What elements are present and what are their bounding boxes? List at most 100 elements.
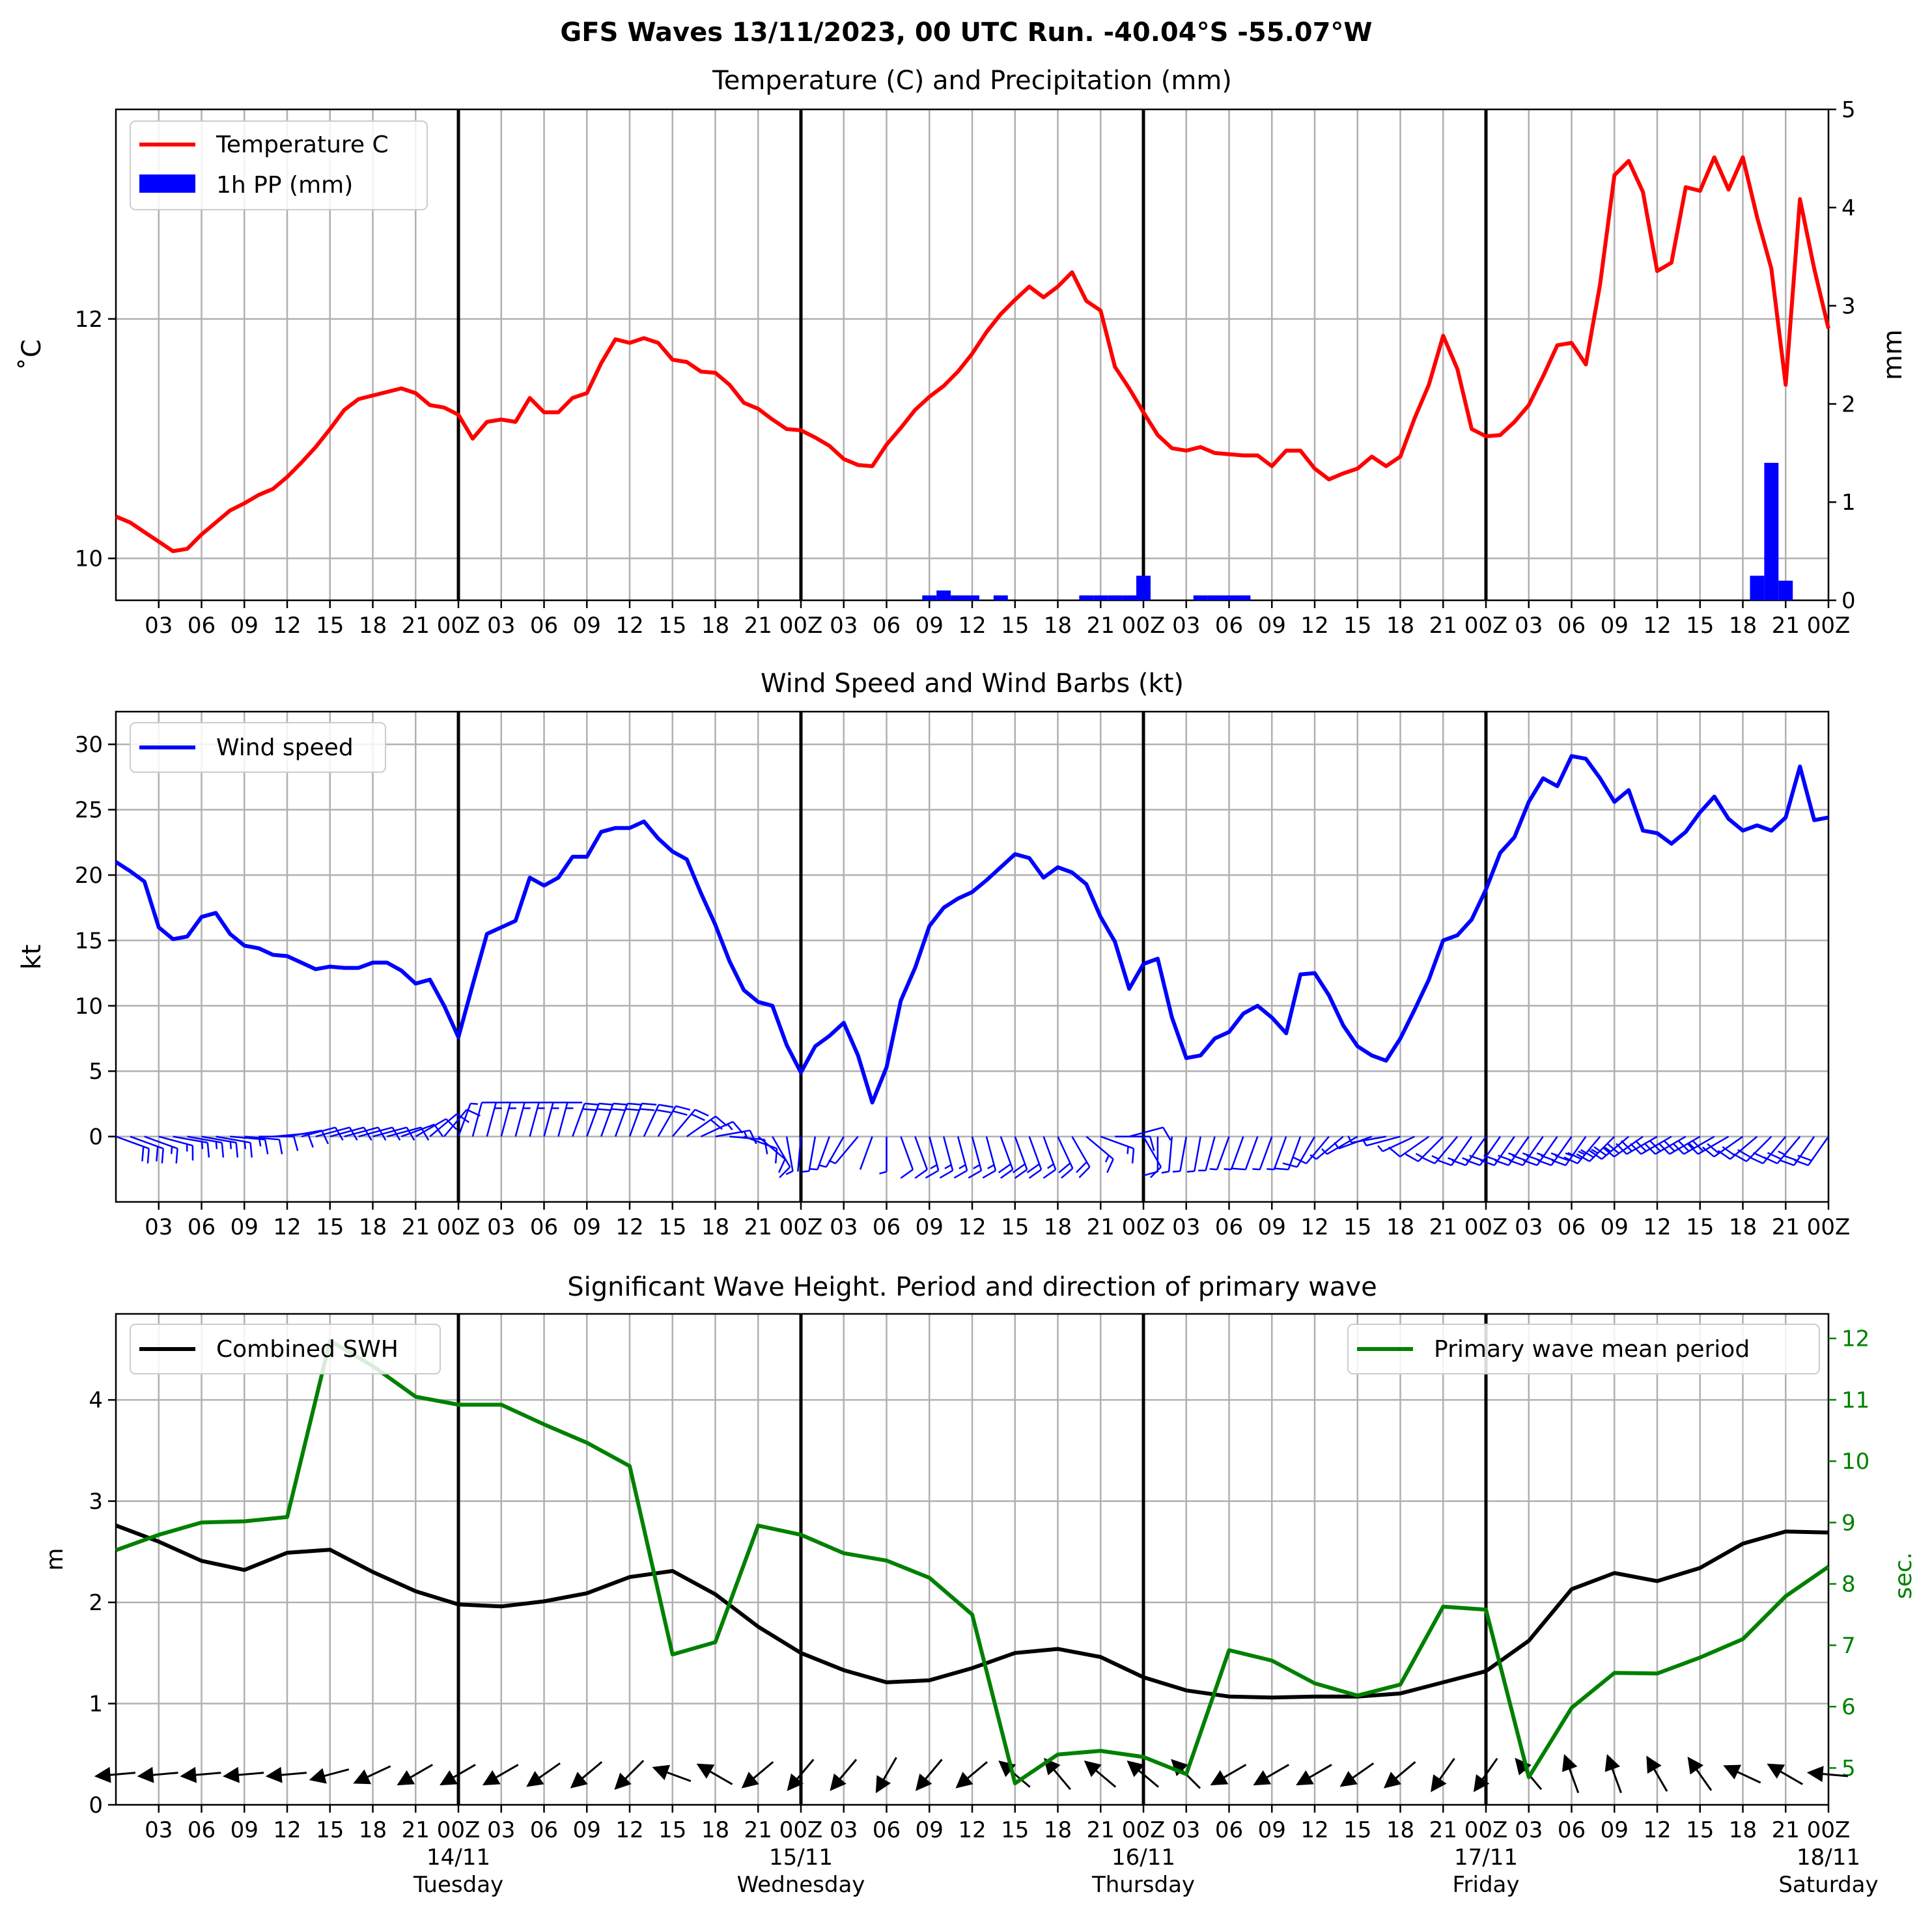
wave-ytick-right-label: 6 bbox=[1841, 1694, 1856, 1720]
wind-xtick-label: 21 bbox=[1087, 1214, 1115, 1240]
wind-barb bbox=[1630, 1135, 1672, 1155]
temp-xtick-label: 15 bbox=[316, 613, 344, 639]
wave-direction-arrow bbox=[1687, 1757, 1713, 1791]
temp-legend-box bbox=[130, 120, 428, 210]
temp-xtick-label: 12 bbox=[958, 613, 986, 639]
wave-chart-title: Significant Wave Height. Period and dire… bbox=[567, 1272, 1377, 1302]
swh-legend: Combined SWH bbox=[130, 1324, 441, 1374]
day-label-weekday: Friday bbox=[1452, 1872, 1519, 1898]
precip-bar bbox=[1778, 580, 1793, 600]
wind-barb bbox=[115, 1135, 150, 1163]
wave-direction-arrow bbox=[1561, 1754, 1580, 1794]
temp-xtick-label: 00Z bbox=[437, 613, 481, 639]
wind-barb bbox=[1388, 1135, 1430, 1158]
wave-xtick-label: 00Z bbox=[1464, 1817, 1508, 1843]
wind-legend-label: Wind speed bbox=[216, 734, 354, 761]
wind-xtick-label: 03 bbox=[487, 1214, 515, 1240]
wind-barb bbox=[1292, 1135, 1330, 1165]
wave-ytick-right-label: 9 bbox=[1841, 1510, 1856, 1536]
wave-xtick-label: 06 bbox=[1215, 1817, 1243, 1843]
wind-barb bbox=[1252, 1136, 1273, 1171]
temp-xtick-label: 00Z bbox=[779, 613, 823, 639]
wind-barb bbox=[1494, 1135, 1530, 1166]
wave-direction-arrow bbox=[696, 1763, 733, 1785]
wind-xtick-label: 15 bbox=[316, 1214, 344, 1240]
wind-xtick-label: 21 bbox=[402, 1214, 430, 1240]
wave-direction-arrow bbox=[1296, 1764, 1332, 1786]
temperature-line bbox=[115, 155, 1830, 553]
day-label-weekday: Wednesday bbox=[737, 1872, 865, 1898]
precip-bar bbox=[1764, 462, 1779, 600]
period-ylabel: sec. bbox=[1890, 1552, 1917, 1599]
wave-direction-arrow bbox=[526, 1762, 561, 1787]
temp-chart-title: Temperature (C) and Precipitation (mm) bbox=[712, 66, 1232, 96]
wave-xtick-label: 21 bbox=[1772, 1817, 1800, 1843]
wave-direction-arrow bbox=[614, 1760, 645, 1790]
wind-barb bbox=[514, 1102, 540, 1137]
temp-xtick-label: 00Z bbox=[1807, 613, 1851, 639]
temp-legend-label: Temperature C bbox=[216, 132, 389, 158]
temp-ytick-right-label: 5 bbox=[1841, 97, 1856, 123]
wave-xtick-label: 15 bbox=[658, 1817, 686, 1843]
wave-direction-arrow bbox=[1127, 1760, 1159, 1788]
temp-xtick-label: 15 bbox=[1001, 613, 1029, 639]
wind-barb bbox=[144, 1135, 178, 1163]
swh-line bbox=[115, 1524, 1829, 1700]
wind-barb bbox=[1267, 1136, 1287, 1171]
wind-ytick-label: 15 bbox=[75, 928, 103, 954]
precip-bar bbox=[1193, 595, 1208, 600]
wave-xtick-label: 09 bbox=[1258, 1817, 1286, 1843]
wind-barb bbox=[1043, 1136, 1057, 1179]
temp-ytick-right-label: 1 bbox=[1841, 490, 1856, 516]
wind-barb bbox=[1321, 1135, 1358, 1155]
period-legend-box bbox=[1347, 1324, 1820, 1374]
wind-xtick-label: 15 bbox=[1686, 1214, 1714, 1240]
wind-barb bbox=[1347, 1135, 1386, 1144]
wind-barb bbox=[1309, 1135, 1344, 1160]
wind-barb bbox=[201, 1135, 239, 1158]
wind-barb bbox=[1057, 1136, 1074, 1179]
wave-xtick-label: 18 bbox=[701, 1817, 729, 1843]
wind-barb bbox=[1421, 1135, 1459, 1165]
temp-xtick-label: 15 bbox=[1343, 613, 1371, 639]
wave-xtick-label: 21 bbox=[1087, 1817, 1115, 1843]
temp-xtick-label: 09 bbox=[1258, 613, 1286, 639]
wind-xtick-label: 12 bbox=[615, 1214, 643, 1240]
wind-xtick-label: 18 bbox=[701, 1214, 729, 1240]
temp-xtick-label: 09 bbox=[916, 613, 944, 639]
wave-xtick-label: 18 bbox=[1386, 1817, 1414, 1843]
wind-xtick-label: 18 bbox=[1044, 1214, 1072, 1240]
temp-xtick-label: 06 bbox=[1215, 613, 1243, 639]
wave-xtick-label: 03 bbox=[487, 1817, 515, 1843]
temp-xtick-label: 21 bbox=[744, 613, 772, 639]
wind-xtick-label: 15 bbox=[658, 1214, 686, 1240]
wave-direction-arrow bbox=[915, 1759, 943, 1791]
wind-barb bbox=[1537, 1135, 1573, 1166]
wind-barb bbox=[1128, 1126, 1171, 1141]
wind-barb bbox=[216, 1135, 253, 1158]
wind-xtick-label: 15 bbox=[1001, 1214, 1029, 1240]
wind-xtick-label: 21 bbox=[1772, 1214, 1800, 1240]
day-label-date: 14/11 bbox=[427, 1845, 490, 1871]
wind-barb bbox=[1198, 1136, 1216, 1172]
wind-barb bbox=[1186, 1136, 1201, 1173]
precip-bar bbox=[1122, 595, 1137, 600]
wind-barb bbox=[1522, 1135, 1558, 1166]
wind-barb bbox=[671, 1109, 709, 1137]
wave-xtick-label: 00Z bbox=[1122, 1817, 1166, 1843]
temp-xtick-label: 03 bbox=[830, 613, 858, 639]
wind-barb bbox=[828, 1135, 859, 1165]
wind-xtick-label: 00Z bbox=[1122, 1214, 1166, 1240]
wind-barb bbox=[557, 1102, 583, 1137]
temp-xtick-label: 21 bbox=[1087, 613, 1115, 639]
temp-xtick-label: 06 bbox=[873, 613, 901, 639]
wave-xtick-label: 03 bbox=[830, 1817, 858, 1843]
wave-direction-arrow bbox=[440, 1764, 476, 1786]
wind-xtick-label: 06 bbox=[188, 1214, 216, 1240]
wave-xtick-label: 12 bbox=[958, 1817, 986, 1843]
precip-bar bbox=[965, 595, 979, 600]
wind-barb bbox=[900, 1136, 914, 1179]
wave-direction-arrow bbox=[1431, 1757, 1455, 1792]
